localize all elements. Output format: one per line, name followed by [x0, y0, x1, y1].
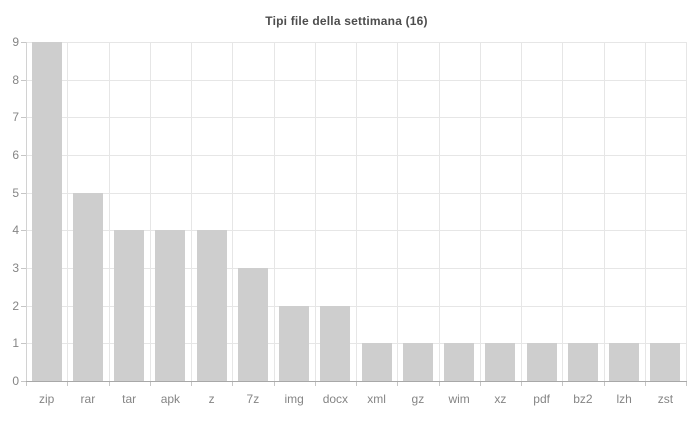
bar [196, 230, 227, 381]
y-axis-label: 1 [12, 336, 19, 351]
y-axis-tick [21, 79, 26, 81]
x-axis-tick [603, 381, 605, 386]
x-axis-tick [686, 381, 687, 386]
y-axis-label: 7 [12, 110, 19, 125]
y-axis-tick [21, 343, 26, 345]
x-axis-tick [314, 381, 316, 386]
x-axis-label: gz [411, 392, 425, 406]
x-axis-label: zip [38, 392, 55, 406]
x-axis-tick [149, 381, 151, 386]
x-gridline [686, 42, 687, 381]
x-axis-tick [273, 381, 275, 386]
x-axis-label: bz2 [573, 392, 593, 406]
y-axis-label: 3 [12, 261, 19, 275]
x-gridline [397, 42, 399, 381]
y-axis-label: 4 [12, 223, 19, 238]
bar [155, 230, 186, 381]
bar [114, 230, 145, 381]
y-axis-tick [21, 268, 26, 269]
bar [361, 343, 392, 381]
bar [650, 343, 681, 381]
x-axis-label: pdf [533, 392, 550, 406]
x-gridline [314, 42, 316, 381]
x-axis-tick [438, 381, 440, 386]
y-axis-tick [21, 381, 26, 382]
x-gridline [521, 42, 522, 381]
x-axis-line [26, 381, 687, 382]
chart-title: Tipi file della settimana (16) [265, 14, 428, 28]
bar [72, 192, 103, 381]
y-axis-label: 5 [12, 185, 19, 200]
y-axis-label: 9 [12, 35, 19, 49]
x-axis-label: zst [657, 392, 674, 406]
bar [609, 343, 640, 381]
bar [320, 305, 351, 381]
x-gridline [644, 42, 646, 381]
x-axis-label: docx [322, 392, 349, 406]
y-axis-tick [21, 42, 26, 43]
x-axis-label: img [284, 392, 304, 406]
x-axis-tick [562, 381, 564, 386]
x-axis-tick [356, 381, 357, 386]
x-gridline [603, 42, 605, 381]
x-gridline [108, 42, 110, 381]
x-axis-label: 7z [246, 392, 260, 406]
x-axis-label: rar [80, 392, 96, 406]
x-gridline [356, 42, 357, 381]
y-axis-tick [21, 192, 26, 194]
y-axis-tick [21, 230, 26, 232]
x-axis-tick [232, 381, 234, 386]
x-axis-tick [644, 381, 646, 386]
bar [31, 42, 62, 381]
x-axis-tick [26, 381, 27, 386]
y-axis-label: 0 [12, 374, 19, 388]
bar [485, 343, 516, 381]
x-gridline [438, 42, 440, 381]
bar [526, 343, 557, 381]
x-gridline [232, 42, 234, 381]
x-gridline [562, 42, 564, 381]
x-axis-tick [67, 381, 69, 386]
y-axis-tick [21, 155, 26, 156]
bar [402, 343, 433, 381]
y-axis-tick [21, 117, 26, 119]
bar [444, 343, 475, 381]
bar [567, 343, 598, 381]
y-axis-label: 6 [12, 148, 19, 162]
x-axis-tick [397, 381, 399, 386]
x-axis-label: wim [448, 392, 470, 406]
x-axis-tick [108, 381, 110, 386]
x-axis-tick [479, 381, 481, 386]
x-axis-label: xz [494, 392, 507, 406]
x-gridline [191, 42, 192, 381]
x-gridline [67, 42, 69, 381]
x-axis-tick [191, 381, 192, 386]
bar [279, 305, 310, 381]
bar [237, 268, 268, 381]
x-gridline [149, 42, 151, 381]
y-axis-label: 2 [12, 298, 19, 313]
x-axis-label: xml [367, 392, 386, 406]
x-axis-label: z [208, 392, 215, 406]
x-axis-label: tar [122, 392, 137, 406]
x-gridline [479, 42, 481, 381]
y-axis-line [26, 42, 27, 381]
x-axis-tick [521, 381, 522, 386]
x-axis-label: apk [160, 392, 181, 406]
y-axis-label: 8 [12, 72, 19, 87]
x-gridline [273, 42, 275, 381]
x-axis-label: lzh [616, 392, 632, 406]
y-axis-tick [21, 305, 26, 307]
